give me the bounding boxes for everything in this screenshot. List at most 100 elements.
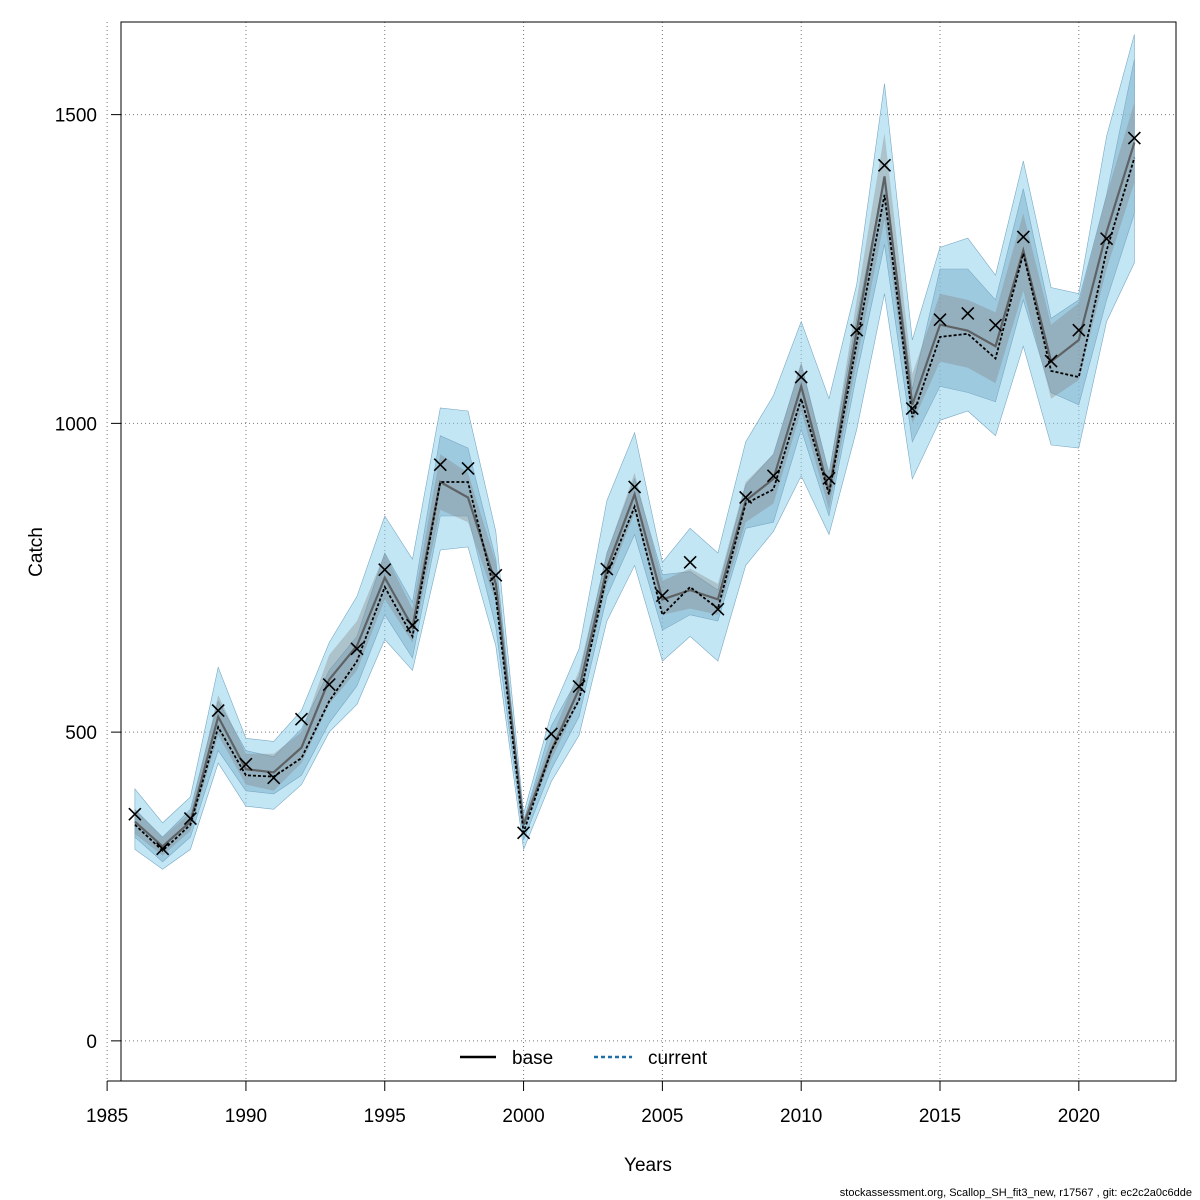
observed-point-stroke xyxy=(489,568,503,582)
observed-point xyxy=(877,158,892,172)
observed-point xyxy=(988,318,1003,332)
observed-point xyxy=(183,811,197,826)
observed-point-stroke xyxy=(905,401,919,416)
observed-point xyxy=(572,679,586,693)
observed-point xyxy=(544,727,558,741)
observed-point-stroke xyxy=(794,370,808,384)
observed-point xyxy=(350,642,364,656)
observed-point xyxy=(905,401,919,416)
observed-point-stroke xyxy=(822,471,836,485)
observed-point-stroke xyxy=(378,563,392,577)
observed-point xyxy=(405,618,420,632)
x-tick-label: 1985 xyxy=(86,1106,128,1127)
observed-point-stroke xyxy=(766,469,780,483)
observed-point-stroke xyxy=(267,771,281,785)
y-axis-label: Catch xyxy=(26,527,47,577)
x-tick-label: 2010 xyxy=(780,1106,822,1127)
observed-point-stroke xyxy=(433,458,447,472)
observed-point-stroke xyxy=(1072,323,1086,337)
legend-current-label: current xyxy=(648,1048,708,1069)
current-series-line xyxy=(134,157,1136,852)
observed-point-stroke xyxy=(1127,131,1141,145)
observed-point xyxy=(1100,232,1114,246)
y-tick-label: 0 xyxy=(86,1032,97,1053)
observed-point-stroke xyxy=(877,158,892,172)
observed-point xyxy=(1072,323,1086,337)
observed-point xyxy=(461,461,475,476)
observed-point-stroke xyxy=(517,826,531,840)
observed-point xyxy=(1044,354,1058,368)
x-tick-label: 2005 xyxy=(641,1106,683,1127)
observed-point-stroke xyxy=(961,306,975,321)
observed-point xyxy=(128,807,142,821)
footer-note: stockassessment.org, Scallop_SH_fit3_new… xyxy=(840,1187,1192,1199)
observed-point xyxy=(933,313,947,327)
observed-point-stroke xyxy=(156,842,170,856)
x-tick-label: 2020 xyxy=(1058,1106,1100,1127)
observed-point-stroke xyxy=(544,727,558,741)
observed-point-stroke xyxy=(683,555,697,569)
observed-point xyxy=(822,471,836,485)
observed-point xyxy=(322,678,336,692)
x-tick-label: 1990 xyxy=(225,1106,267,1127)
observed-point xyxy=(766,469,780,483)
observed-point-stroke xyxy=(1044,354,1058,368)
observed-point xyxy=(683,555,697,569)
observed-point xyxy=(961,306,975,321)
series-lines xyxy=(134,142,1136,852)
observed-point xyxy=(1016,230,1030,244)
observed-points xyxy=(128,131,1141,856)
observed-point xyxy=(294,712,309,726)
y-tick-label: 1000 xyxy=(55,414,97,435)
observed-point xyxy=(211,703,225,718)
observed-point-stroke xyxy=(461,461,475,476)
grid-lines xyxy=(106,22,1176,1081)
observed-point-stroke xyxy=(183,811,197,826)
observed-point-stroke xyxy=(600,562,614,576)
legend-base-label: base xyxy=(512,1048,553,1069)
observed-point-stroke xyxy=(128,807,142,821)
observed-point xyxy=(711,602,725,616)
observed-point-stroke xyxy=(211,703,225,718)
observed-point-stroke xyxy=(1016,230,1030,244)
observed-point-stroke xyxy=(239,757,253,771)
observed-point xyxy=(239,757,253,771)
x-tick-label: 2015 xyxy=(919,1106,961,1127)
observed-point-stroke xyxy=(1100,232,1114,246)
observed-point xyxy=(600,562,614,576)
base-ci-band xyxy=(134,102,1135,856)
y-tick-label: 500 xyxy=(65,723,97,744)
observed-point xyxy=(628,480,642,494)
confidence-bands xyxy=(134,34,1135,870)
observed-point-stroke xyxy=(405,618,420,632)
y-tick-label: 1500 xyxy=(55,106,97,127)
observed-point xyxy=(378,563,392,577)
base-series-line xyxy=(134,142,1136,848)
observed-point-stroke xyxy=(711,602,725,616)
observed-point xyxy=(433,458,447,472)
observed-point-stroke xyxy=(933,313,947,327)
observed-point xyxy=(517,826,531,840)
observed-point xyxy=(794,370,808,384)
observed-point xyxy=(655,589,669,603)
observed-point xyxy=(850,323,864,337)
observed-point xyxy=(1127,131,1141,145)
observed-point xyxy=(156,842,170,856)
x-tick-label: 1995 xyxy=(364,1106,406,1127)
observed-point-stroke xyxy=(350,642,364,656)
x-axis-label: Years xyxy=(624,1155,672,1176)
observed-point xyxy=(489,568,503,582)
observed-point-stroke xyxy=(322,678,336,692)
x-tick-label: 2000 xyxy=(502,1106,544,1127)
observed-point-stroke xyxy=(988,318,1003,332)
current-inner-ci-band xyxy=(134,58,1135,863)
observed-point xyxy=(739,490,753,505)
observed-point-stroke xyxy=(572,679,586,693)
observed-point xyxy=(267,771,281,785)
legend: base current xyxy=(460,1048,708,1069)
observed-point-stroke xyxy=(739,490,753,505)
observed-point-stroke xyxy=(294,712,309,726)
axes: 1985 1990 1995 2000 2005 2010 2015 2020 0 500 1000… xyxy=(55,106,1100,1127)
observed-point-stroke xyxy=(628,480,642,494)
